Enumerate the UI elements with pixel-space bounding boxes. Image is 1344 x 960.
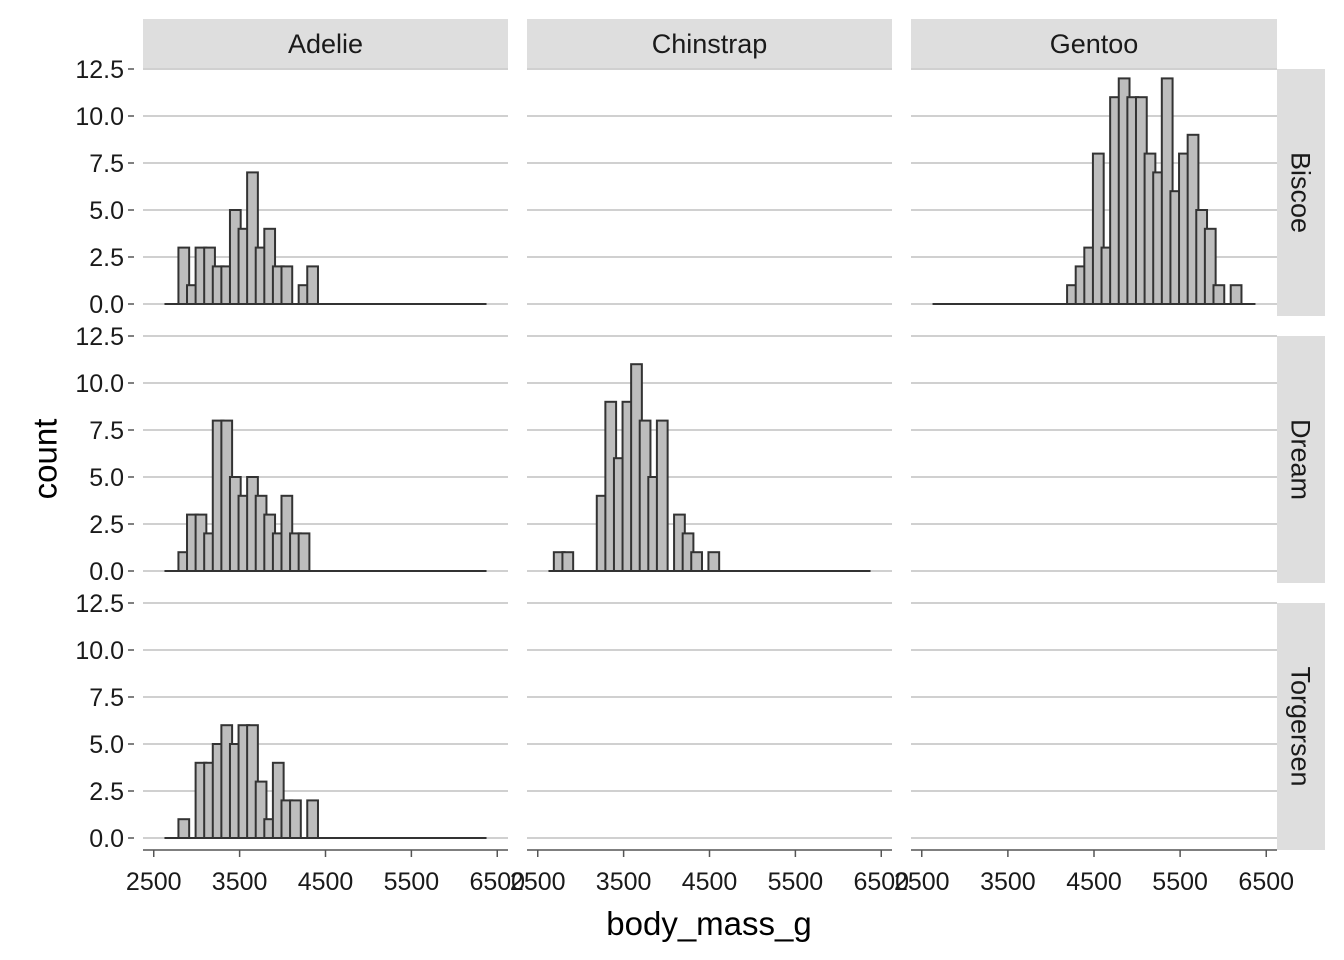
y-tick-label: 12.5 bbox=[75, 56, 124, 84]
x-tick-label: 3500 bbox=[596, 868, 652, 896]
row-strip-label-dream: Dream bbox=[1286, 419, 1316, 500]
histogram-bar bbox=[177, 818, 191, 840]
histogram-bar bbox=[1091, 152, 1105, 305]
y-tick-label: 2.5 bbox=[89, 511, 124, 539]
histogram-bar bbox=[177, 246, 191, 306]
column-strip-chinstrap bbox=[527, 19, 892, 69]
y-tick-label: 7.5 bbox=[89, 150, 124, 178]
row-strip-label-biscoe: Biscoe bbox=[1286, 152, 1316, 233]
y-tick-label: 2.5 bbox=[89, 244, 124, 272]
row-strip-dream bbox=[1277, 336, 1325, 583]
histogram-bar bbox=[707, 551, 721, 573]
histogram-bar bbox=[655, 419, 669, 572]
row-strip-label-torgersen: Torgersen bbox=[1286, 666, 1316, 786]
y-tick-label: 0.0 bbox=[89, 291, 124, 319]
y-tick-label: 5.0 bbox=[89, 197, 124, 225]
y-axis-title: count bbox=[27, 419, 64, 500]
y-tick-label: 5.0 bbox=[89, 731, 124, 759]
y-tick-label: 10.0 bbox=[75, 637, 124, 665]
x-tick-label: 6500 bbox=[853, 868, 909, 896]
column-strip-gentoo bbox=[911, 19, 1277, 69]
histogram-bar bbox=[690, 551, 703, 573]
column-strip-label-adelie: Adelie bbox=[288, 29, 363, 59]
histogram-bar bbox=[306, 265, 319, 305]
x-tick-label: 2500 bbox=[510, 868, 566, 896]
x-tick-label: 4500 bbox=[1066, 868, 1122, 896]
row-strip-biscoe bbox=[1277, 69, 1325, 316]
y-tick-label: 7.5 bbox=[89, 684, 124, 712]
x-axis-title: body_mass_g bbox=[606, 905, 811, 942]
x-tick-label: 6500 bbox=[1238, 868, 1294, 896]
column-strip-adelie bbox=[143, 19, 508, 69]
column-strip-label-chinstrap: Chinstrap bbox=[652, 29, 768, 59]
x-tick-label: 2500 bbox=[126, 868, 182, 896]
y-tick-label: 7.5 bbox=[89, 417, 124, 445]
row-strip-torgersen bbox=[1277, 603, 1325, 850]
histogram-bar bbox=[1212, 284, 1226, 306]
y-tick-label: 5.0 bbox=[89, 464, 124, 492]
histogram-bar bbox=[254, 780, 268, 839]
x-tick-label: 3500 bbox=[980, 868, 1036, 896]
y-tick-label: 0.0 bbox=[89, 825, 124, 853]
x-tick-label: 2500 bbox=[894, 868, 950, 896]
column-strip-label-gentoo: Gentoo bbox=[1050, 29, 1139, 59]
y-tick-label: 10.0 bbox=[75, 370, 124, 398]
x-tick-label: 4500 bbox=[298, 868, 354, 896]
histogram-bar bbox=[306, 799, 319, 840]
y-tick-label: 0.0 bbox=[89, 558, 124, 586]
x-tick-label: 4500 bbox=[682, 868, 738, 896]
y-tick-label: 2.5 bbox=[89, 778, 124, 806]
y-tick-label: 12.5 bbox=[75, 323, 124, 351]
x-tick-label: 5500 bbox=[1152, 868, 1208, 896]
histogram-bar bbox=[280, 265, 294, 305]
x-tick-label: 5500 bbox=[384, 868, 440, 896]
histogram-bar bbox=[561, 551, 575, 573]
y-tick-label: 10.0 bbox=[75, 103, 124, 131]
y-tick-label: 12.5 bbox=[75, 590, 124, 618]
x-tick-label: 5500 bbox=[768, 868, 824, 896]
x-tick-label: 6500 bbox=[469, 868, 525, 896]
histogram-bar bbox=[289, 799, 302, 840]
histogram-bar bbox=[1203, 227, 1217, 305]
histogram-bar bbox=[297, 532, 311, 573]
histogram-bar bbox=[246, 171, 259, 305]
histogram-bar bbox=[1229, 284, 1243, 306]
x-tick-label: 3500 bbox=[212, 868, 268, 896]
